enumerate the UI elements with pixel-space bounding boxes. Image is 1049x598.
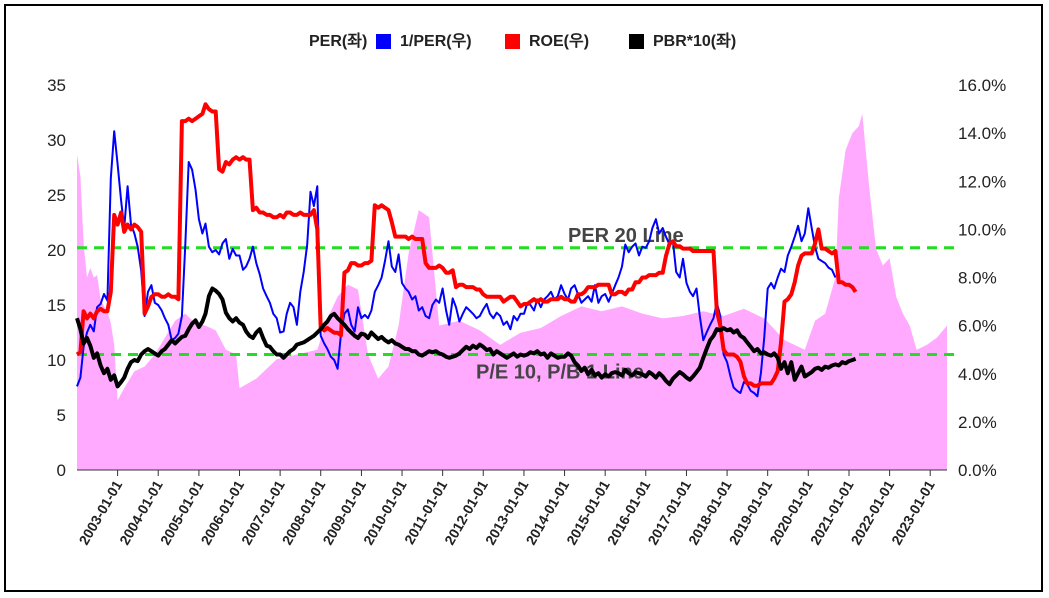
line-layer — [75, 102, 858, 398]
chart-frame: PER 20 Line P/E 10, P/B 1 Line 0 5 10 15 20 25… — [4, 4, 1043, 592]
series-line-per — [76, 130, 837, 398]
y-left-tick-label: 30 — [47, 131, 66, 150]
y-right-tick-label: 0.0% — [958, 461, 997, 480]
series-line-pbr-10 — [75, 286, 857, 389]
y-right-tick-label: 10.0% — [958, 220, 1006, 239]
y-left-tick-label: 0 — [57, 461, 66, 480]
y-right-tick-label: 6.0% — [958, 317, 997, 336]
y-left-tick-label: 10 — [47, 351, 66, 370]
y-left-tick-label: 25 — [47, 186, 66, 205]
legend-label-per: PER(좌) — [309, 32, 367, 50]
y-left-tick-label: 35 — [47, 76, 66, 95]
legend-label-1-per: 1/PER(우) — [400, 32, 472, 50]
y-right-tick-label: 2.0% — [958, 413, 997, 432]
series-area-1-per — [77, 113, 947, 471]
y-left-tick-label: 15 — [47, 296, 66, 315]
legend-label-pbr-10: PBR*10(좌) — [653, 32, 736, 50]
legend-swatch-1-per — [376, 34, 391, 49]
y-right-tick-label: 14.0% — [958, 124, 1006, 143]
area-layer — [77, 113, 947, 471]
legend-label-roe: ROE(우) — [529, 32, 589, 50]
y-right-tick-label: 12.0% — [958, 172, 1006, 191]
y-right-tick-label: 8.0% — [958, 269, 997, 288]
y-right-tick-label: 16.0% — [958, 76, 1006, 95]
legend: PER(좌) 1/PER(우) ROE(우) PBR*10(좌) — [309, 32, 736, 50]
series-line-roe — [75, 102, 858, 388]
y-right-tick-label: 4.0% — [958, 365, 997, 384]
reference-line-label-1: PER 20 Line — [568, 225, 684, 247]
legend-swatch-roe — [505, 34, 520, 49]
y-left-tick-label: 5 — [57, 406, 66, 425]
legend-swatch-pbr-10 — [629, 34, 644, 49]
y-left-tick-label: 20 — [47, 241, 66, 260]
